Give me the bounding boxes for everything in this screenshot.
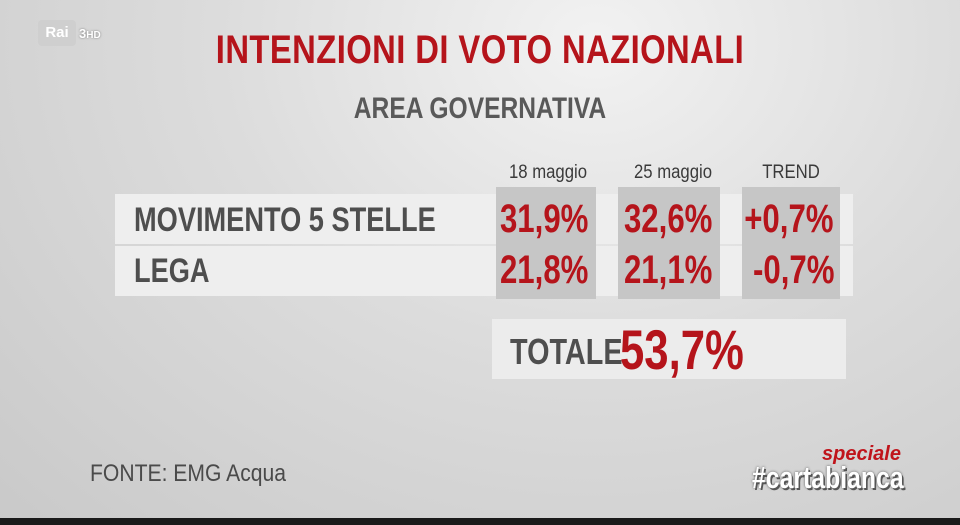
table-row-band [115,246,853,296]
total-label: TOTALE [510,331,623,372]
chart-title: INTENZIONI DI VOTO NAZIONALI [215,28,745,72]
value-lega-18-maggio: 21,8% [499,248,588,292]
rai-logo-icon: Rai [38,20,76,46]
column-highlight [618,187,720,299]
table-row-band [115,194,853,244]
row-label-m5s: MOVIMENTO 5 STELLE [134,201,436,239]
column-highlight [742,187,840,299]
chart-subtitle: AREA GOVERNATIVA [353,92,607,125]
brand-hashtag: #cartabianca [752,460,904,495]
value-m5s-25-maggio: 32,6% [623,197,712,241]
channel-number: 3HD [79,25,101,41]
bottom-strip [0,518,960,525]
rai3-logo: Rai 3HD [38,20,101,46]
value-m5s-trend: +0,7% [744,197,834,241]
column-highlight [496,187,596,299]
column-header-18-maggio: 18 maggio [508,162,588,183]
value-lega-trend: -0,7% [752,248,834,292]
column-header-25-maggio: 25 maggio [633,162,713,183]
column-header-trend: TREND [762,162,820,183]
total-box [492,319,846,379]
value-lega-25-maggio: 21,1% [623,248,712,292]
source-note: FONTE: EMG Acqua [90,460,287,487]
row-label-lega: LEGA [134,252,210,290]
total-value: 53,7% [620,318,744,381]
brand-tag: speciale [822,443,901,465]
value-m5s-18-maggio: 31,9% [499,197,588,241]
